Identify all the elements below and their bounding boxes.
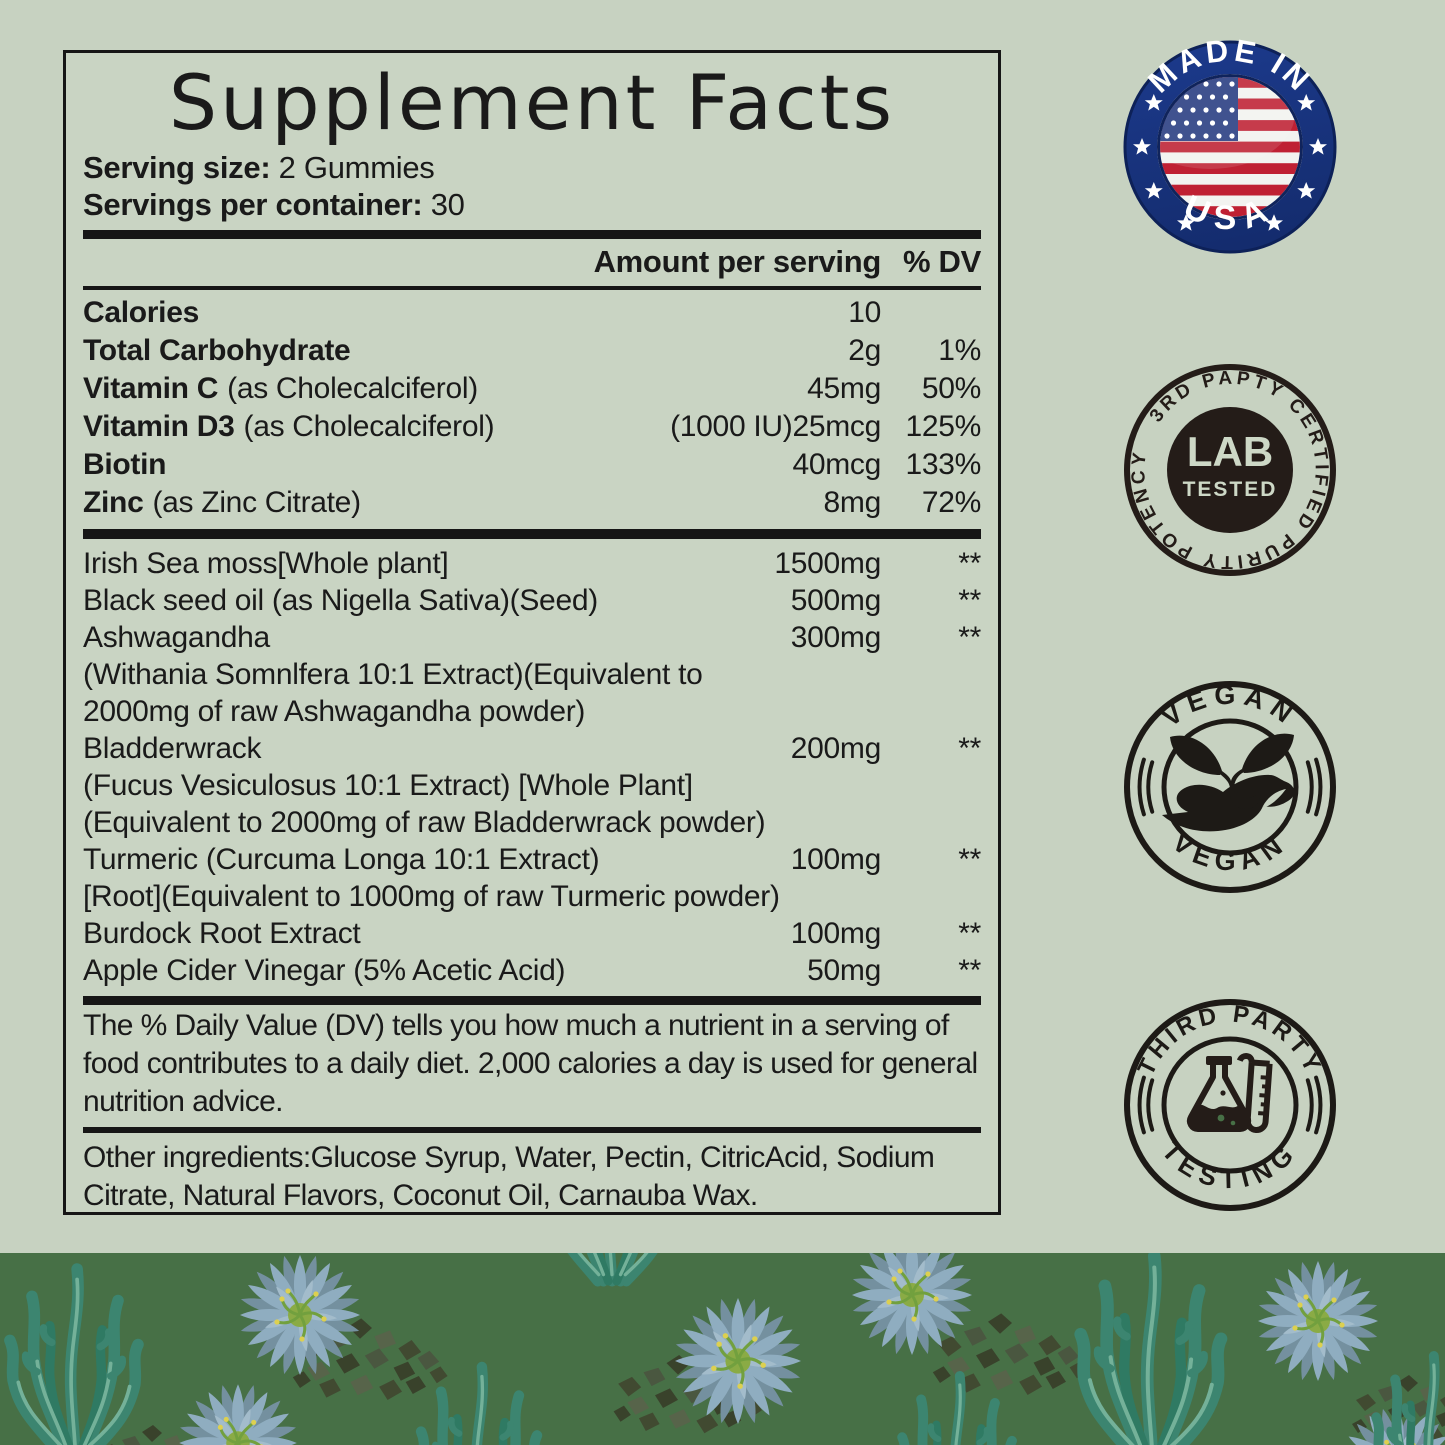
- made-in-usa-icon: MADE IN USA: [1123, 32, 1337, 254]
- nigella-flower-icon: [239, 1254, 360, 1375]
- third-inner-ring: [1161, 1036, 1299, 1174]
- serving-size-label: Serving size:: [83, 150, 271, 185]
- flag-rim: [1157, 74, 1303, 220]
- side-arc-marks: [1137, 1075, 1323, 1135]
- table-row: Total Carbohydrate 2g 1%: [83, 334, 981, 367]
- botanical-pattern: [0, 1253, 1445, 1445]
- third-party-bottom-text: TESTING: [1156, 1136, 1304, 1195]
- rule-mid-footnote: [83, 1127, 981, 1133]
- other-ingredients: Other ingredients:Glucose Syrup, Water, …: [83, 1141, 935, 1212]
- lab-outer-ring: [1124, 364, 1336, 576]
- nigella-flower-icon: [1257, 1260, 1378, 1381]
- table-row: (Fucus Vesiculosus 10:1 Extract) [Whole …: [83, 769, 693, 802]
- side-arc-marks: [1137, 757, 1323, 817]
- lab-center-disc: [1167, 407, 1293, 533]
- lab-text: LAB: [1187, 428, 1273, 475]
- vegan-inner-ring: [1161, 718, 1299, 856]
- seaweed-icon: [1081, 1256, 1221, 1445]
- botanical-pattern-band: [0, 1253, 1445, 1445]
- table-row: Turmeric (Curcuma Longa 10:1 Extract) 10…: [83, 843, 981, 876]
- lab-tested-icon: LAB TESTED 3RD PAPTY CERTIFIED PURITY PO…: [1124, 364, 1336, 576]
- third-party-icon: THIRD PARTY TESTING: [1124, 999, 1336, 1211]
- daily-value-footnote: The % Daily Value (DV) tells you how muc…: [83, 1009, 978, 1118]
- test-tube-icon: [1236, 1053, 1273, 1133]
- nigella-flower-icon: [674, 1297, 801, 1424]
- table-row: Calories 10: [83, 296, 881, 329]
- leaf-hand-icon: [1162, 733, 1295, 832]
- table-row: Black seed oil (as Nigella Sativa)(Seed)…: [83, 584, 981, 617]
- table-row: Vitamin D3 (as Cholecalciferol) (1000 IU)…: [83, 410, 981, 443]
- panel-title: Supplement Facts: [168, 58, 896, 147]
- nigella-flower-icon: [179, 1384, 298, 1445]
- nutrient-rows: Calories 10 Total Carbohydrate 2g 1% Vita…: [83, 294, 981, 522]
- dv-column-header: % DV: [902, 244, 981, 279]
- serving-size-line: Serving size: 2 Gummies: [83, 149, 981, 186]
- rule-thin-header: [83, 286, 981, 290]
- serving-size-value: 2 Gummies: [278, 150, 435, 185]
- rule-thick-top: [83, 230, 981, 239]
- table-row: 2000mg of raw Ashwagandha powder): [83, 695, 586, 728]
- seaweed-icon: [553, 1253, 669, 1281]
- hand-finger-gap: [1263, 789, 1286, 807]
- table-row: Ashwagandha 300mg **: [83, 621, 981, 654]
- lab-tested-badge: LAB TESTED 3RD PAPTY CERTIFIED PURITY PO…: [1122, 362, 1338, 578]
- servings-per-container-line: Servings per container: 30: [83, 186, 981, 223]
- vegan-top-text: VEGAN: [1156, 680, 1304, 733]
- rule-thick-middle: [83, 529, 981, 539]
- servings-per-container-value: 30: [430, 187, 465, 222]
- vegan-icon: VEGAN VEGAN: [1124, 680, 1336, 893]
- vegan-outer-ring: [1124, 681, 1336, 893]
- table-row: Vitamin C (as Cholecalciferol) 45mg 50%: [83, 372, 981, 405]
- amount-column-header: Amount per serving: [593, 244, 882, 279]
- table-row: Irish Sea moss[Whole plant] 1500mg **: [83, 547, 981, 580]
- made-in-usa-badge: MADE IN USA: [1122, 32, 1338, 255]
- supplement-facts-panel: Supplement Facts Serving size: 2 Gummies…: [63, 50, 1001, 1215]
- third-party-badge: THIRD PARTY TESTING: [1122, 997, 1338, 1213]
- table-row: Zinc (as Zinc Citrate) 8mg 72%: [83, 486, 981, 519]
- table-row: (Withania Somnlfera 10:1 Extract)(Equiva…: [83, 658, 703, 691]
- table-row: (Equivalent to 2000mg of raw Bladderwrac…: [83, 806, 766, 839]
- table-row: Burdock Root Extract 100mg **: [83, 917, 981, 950]
- table-row: Biotin 40mcg 133%: [83, 448, 981, 481]
- table-row: Bladderwrack 200mg **: [83, 732, 981, 765]
- rule-thick-bottom: [83, 996, 981, 1005]
- third-outer-ring: [1124, 999, 1336, 1211]
- servings-per-container-label: Servings per container:: [83, 187, 423, 222]
- table-row: Apple Cider Vinegar (5% Acetic Acid) 50m…: [83, 954, 981, 987]
- seaweed-icon: [10, 1269, 138, 1445]
- tested-text: TESTED: [1183, 478, 1278, 501]
- botanical-rows: Irish Sea moss[Whole plant] 1500mg ** Bla…: [83, 545, 981, 989]
- vegan-badge: VEGAN VEGAN: [1122, 679, 1338, 895]
- column-header-row: Amount per serving % DV: [83, 241, 982, 283]
- table-row: [Root](Equivalent to 1000mg of raw Turme…: [83, 880, 780, 913]
- vegan-bottom-text: VEGAN: [1167, 827, 1293, 876]
- flask-icon: [1186, 1053, 1273, 1133]
